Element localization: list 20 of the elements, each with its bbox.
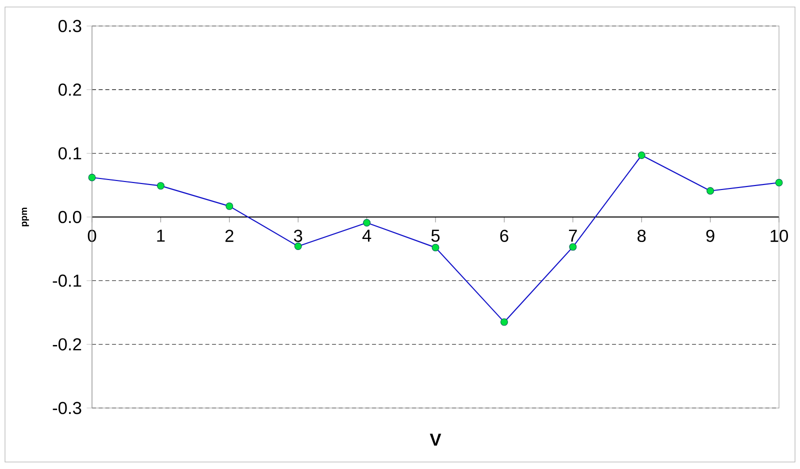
y-tick-label: 0.0 (58, 210, 82, 224)
y-tick-label: -0.1 (52, 274, 82, 287)
y-tick-label: 0.2 (58, 84, 82, 96)
y-tick-label: 0.3 (58, 20, 82, 32)
x-tick-label: 6 (500, 230, 508, 242)
x-tick-label: 0 (88, 230, 96, 242)
y-axis-title: ppm (22, 208, 29, 226)
y-tick-label: -0.2 (52, 338, 82, 350)
x-tick-label: 4 (362, 230, 372, 242)
y-tick-label: 0.1 (58, 147, 82, 160)
x-tick-label: 5 (431, 230, 440, 242)
x-tick-label: 1 (157, 230, 165, 242)
x-axis-title: V (430, 434, 442, 446)
x-tick-label: 8 (638, 230, 646, 242)
y-tick-label: -0.3 (52, 402, 82, 414)
x-tick-label: 9 (706, 230, 714, 242)
x-tick-label: 7 (568, 230, 577, 242)
x-tick-label: 3 (294, 230, 302, 242)
x-tick-label: 10 (770, 230, 788, 242)
x-tick-label: 2 (225, 230, 234, 242)
